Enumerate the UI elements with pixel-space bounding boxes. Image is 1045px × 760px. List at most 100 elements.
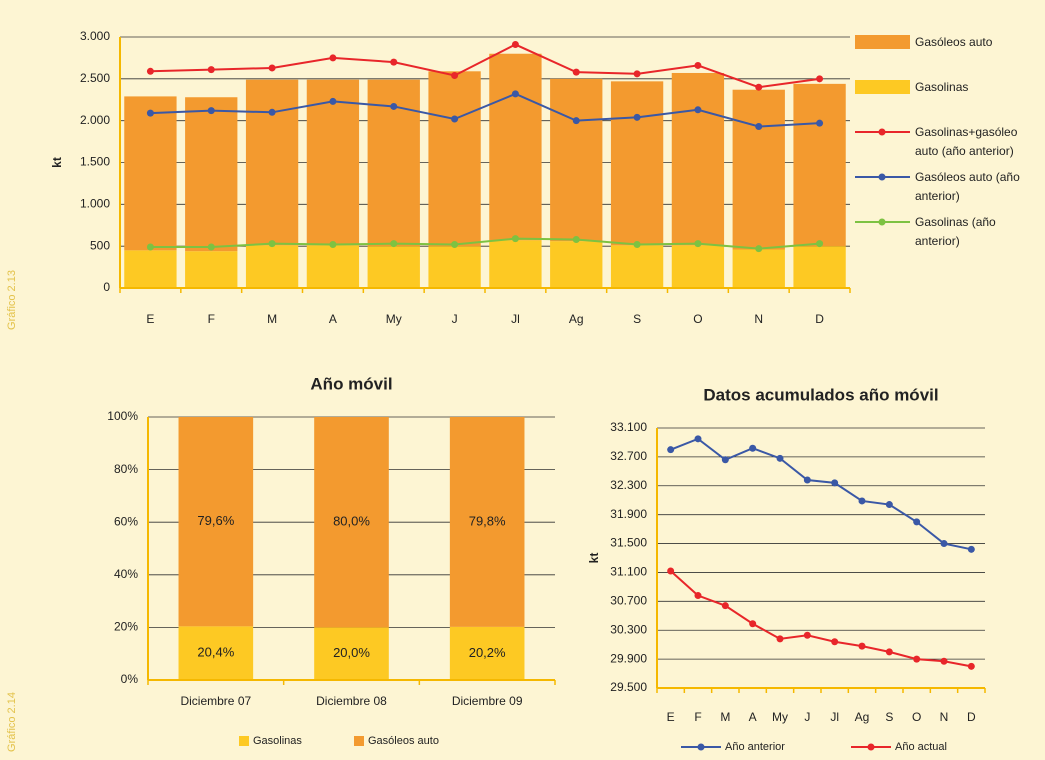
y-tick-label: 0% (121, 672, 139, 686)
marker (390, 240, 398, 248)
legend-marker (878, 218, 886, 226)
data-label: 79,6% (197, 513, 234, 528)
bar (489, 240, 542, 288)
x-tick-label: O (912, 710, 921, 724)
bar (732, 249, 785, 288)
marker (572, 235, 580, 243)
bar (178, 417, 254, 627)
bar (793, 83, 846, 247)
marker (511, 41, 519, 49)
data-label: 20,4% (197, 645, 234, 660)
y-tick-label: 20% (114, 620, 138, 634)
bar (306, 245, 360, 288)
bar (671, 72, 725, 246)
legend-marker (878, 128, 886, 136)
y-tick-label: 31.900 (610, 507, 647, 521)
data-label: 79,8% (469, 513, 506, 528)
marker (755, 245, 763, 253)
marker (967, 545, 975, 553)
bar (550, 78, 603, 242)
bar (550, 241, 603, 288)
legend-swatch (239, 736, 249, 746)
marker (803, 631, 811, 639)
marker (721, 602, 729, 610)
legend-swatch (354, 736, 364, 746)
y-tick-label: 2.500 (80, 71, 110, 85)
marker (816, 119, 824, 127)
bar (449, 626, 525, 680)
y-tick-label: 29.900 (610, 651, 647, 665)
bar (185, 97, 238, 252)
data-label: 20,2% (469, 645, 506, 660)
chart-title: Año móvil (310, 374, 392, 393)
marker (667, 446, 675, 454)
y-tick-label: 0 (103, 280, 110, 294)
data-label: 80,0% (333, 514, 370, 529)
x-tick-label: D (815, 312, 824, 326)
marker (390, 102, 398, 110)
x-tick-label: Diciembre 07 (180, 694, 251, 708)
marker (329, 97, 337, 105)
bar (793, 246, 846, 288)
marker (940, 657, 948, 665)
y-axis-label: kt (587, 553, 601, 564)
marker (749, 444, 757, 452)
marker (940, 540, 948, 548)
bar (245, 245, 299, 288)
y-tick-label: 33.100 (610, 420, 647, 434)
y-tick-label: 40% (114, 567, 138, 581)
y-tick-label: 32.700 (610, 449, 647, 463)
line (670, 437, 972, 551)
marker (694, 240, 702, 248)
marker (694, 435, 702, 443)
marker (329, 240, 337, 248)
y-tick-label: 2.000 (80, 113, 110, 127)
marker (776, 635, 784, 643)
y-tick-label: 3.000 (80, 29, 110, 43)
y-tick-label: 32.300 (610, 478, 647, 492)
y-tick-label: 1.500 (80, 155, 110, 169)
marker (755, 83, 763, 91)
bar (314, 627, 389, 680)
x-tick-label: Ag (855, 710, 870, 724)
x-tick-label: O (693, 312, 702, 326)
marker (667, 567, 675, 575)
x-tick-label: F (694, 710, 701, 724)
marker (511, 235, 519, 243)
legend-label: Gasolinas (253, 735, 302, 747)
legend-marker (697, 743, 705, 751)
marker (268, 108, 276, 116)
marker (146, 67, 154, 75)
bar (610, 245, 664, 288)
x-tick-label: J (804, 710, 810, 724)
bar (367, 246, 420, 288)
x-tick-label: N (754, 312, 763, 326)
marker (749, 620, 757, 628)
x-tick-label: Jl (511, 312, 520, 326)
marker (633, 240, 641, 248)
bar (449, 417, 525, 627)
marker (207, 243, 215, 251)
bar (185, 251, 238, 288)
marker (329, 54, 337, 62)
bar (306, 79, 360, 246)
marker (913, 518, 921, 526)
legend-label: Gasóleos auto (915, 35, 993, 49)
marker (776, 454, 784, 462)
legend-marker (878, 173, 886, 181)
x-tick-label: M (267, 312, 277, 326)
marker (885, 648, 893, 656)
bar (610, 81, 664, 246)
legend-label: Gasóleos auto (año anterior) (915, 170, 1020, 203)
marker (451, 115, 459, 123)
marker (858, 642, 866, 650)
y-tick-label: 30.300 (610, 622, 647, 636)
bar (671, 245, 725, 288)
marker (831, 479, 839, 487)
x-tick-label: E (146, 312, 154, 326)
x-tick-label: Jl (830, 710, 839, 724)
figure-label: Gráfico 2.14 (6, 692, 18, 752)
y-tick-label: 500 (90, 238, 110, 252)
x-tick-label: S (633, 312, 641, 326)
